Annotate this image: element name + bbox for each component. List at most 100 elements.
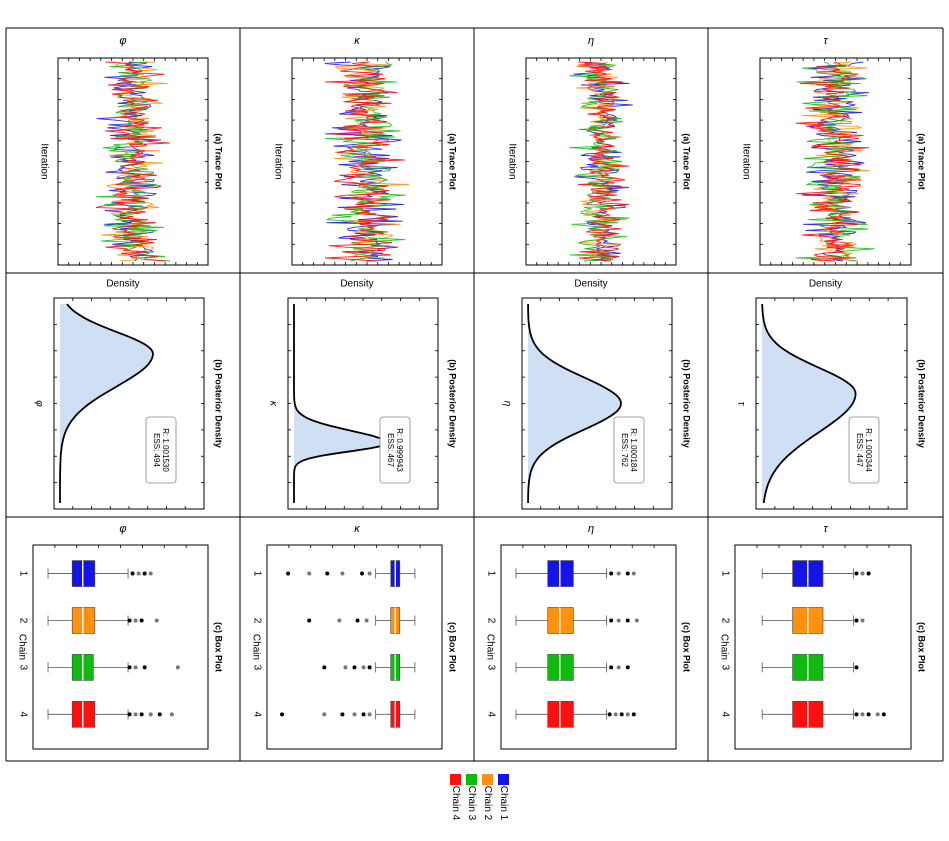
outlier-point xyxy=(367,712,372,717)
box-axis-label: Chain xyxy=(484,634,495,660)
trace-series-chain-4 xyxy=(324,61,405,262)
outlier-point xyxy=(854,571,859,576)
outlier-point xyxy=(307,571,312,576)
outlier-point xyxy=(609,665,614,670)
chain-tick-label: 2 xyxy=(485,618,496,624)
density-param-label: η xyxy=(501,401,512,407)
outlier-point xyxy=(154,618,159,623)
outlier-point xyxy=(148,712,153,717)
chain-tick-label: 3 xyxy=(719,665,730,671)
outlier-point xyxy=(136,571,141,576)
legend-label-chain-4: Chain 4 xyxy=(450,786,461,821)
density-axis-label: Density xyxy=(574,279,607,290)
density-param-label: κ xyxy=(267,401,278,407)
box-chain-1 xyxy=(547,560,574,587)
trace-panel-1: φ Iteration (a) Trace Plot xyxy=(38,35,224,266)
outlier-point xyxy=(340,571,345,576)
chain-tick-label: 2 xyxy=(719,618,730,624)
box-chain-3 xyxy=(547,654,574,681)
outlier-point xyxy=(860,712,865,717)
outlier-point xyxy=(142,665,147,670)
outlier-point xyxy=(625,712,630,717)
box-axis-label: Chain xyxy=(250,634,261,660)
chain-tick-label: 1 xyxy=(17,571,28,577)
outlier-point xyxy=(616,571,621,576)
rhat-prefix: R: xyxy=(629,428,638,438)
outlier-point xyxy=(625,618,630,623)
rhat-value: 1.000184 xyxy=(629,438,638,472)
legend-swatch-chain-2 xyxy=(482,774,493,785)
outlier-point xyxy=(343,665,348,670)
box-plot-frame xyxy=(32,544,209,750)
rhat-label: R: 0.999943 xyxy=(395,428,404,472)
density-axis-label: Density xyxy=(340,279,373,290)
outlier-point xyxy=(609,571,614,576)
box-row-title: (c) Box Plot xyxy=(682,622,692,672)
density-curve xyxy=(527,304,622,503)
ess-label: ESS: 762 xyxy=(620,433,629,467)
outlier-point xyxy=(625,665,630,670)
outlier-point xyxy=(139,712,144,717)
chain-tick-label: 4 xyxy=(719,712,730,718)
ess-label: ESS: 494 xyxy=(152,433,161,467)
outlier-point xyxy=(142,571,147,576)
density-panel-3: Density η (b) Posterior Density R: 1.000184… xyxy=(501,279,692,510)
density-fill xyxy=(60,304,153,503)
box-panel-2: κ Chain (c) Box Plot 1 2 3 4 xyxy=(250,523,458,750)
outlier-point xyxy=(337,618,342,623)
trace-axis-label: Iteration xyxy=(740,143,751,179)
trace-axis-label: Iteration xyxy=(38,143,49,179)
outlier-point xyxy=(322,712,327,717)
density-axis-label: Density xyxy=(809,279,842,290)
rhat-prefix: R: xyxy=(395,428,404,438)
legend-label-chain-3: Chain 3 xyxy=(466,786,477,821)
legend-label-chain-2: Chain 2 xyxy=(482,786,493,821)
outlier-point xyxy=(881,712,886,717)
density-row-title: (b) Posterior Density xyxy=(448,359,458,448)
chain-tick-label: 1 xyxy=(485,571,496,577)
outlier-point xyxy=(866,712,871,717)
box-param-title: φ xyxy=(119,523,126,535)
chain-tick-label: 1 xyxy=(251,571,262,577)
box-chain-4 xyxy=(547,701,574,728)
outlier-point xyxy=(127,618,132,623)
box-panel-4: τ Chain (c) Box Plot 1 2 3 4 xyxy=(718,523,927,750)
density-plot-frame xyxy=(287,297,439,510)
density-panel-2: Density κ (b) Posterior Density R: 0.999943… xyxy=(267,279,458,510)
outlier-point xyxy=(361,712,366,717)
chain-tick-label: 2 xyxy=(251,618,262,624)
outlier-point xyxy=(875,712,880,717)
density-fill xyxy=(294,304,387,503)
trace-param-title: κ xyxy=(354,35,360,47)
box-axis-label: Chain xyxy=(16,634,27,660)
outlier-point xyxy=(609,618,614,623)
outlier-point xyxy=(631,571,636,576)
chain-tick-label: 3 xyxy=(17,665,28,671)
outlier-point xyxy=(169,712,174,717)
trace-series-chain-2 xyxy=(576,61,627,262)
outlier-point xyxy=(360,571,365,576)
trace-series-chain-4 xyxy=(795,61,870,262)
trace-axis-label: Iteration xyxy=(272,143,283,179)
trace-panel-3: η Iteration (a) Trace Plot xyxy=(506,35,692,266)
box-chain-2 xyxy=(547,607,574,634)
trace-row-title: (a) Trace Plot xyxy=(214,133,224,190)
rhat-label: R: 1.000344 xyxy=(864,428,873,472)
box-row-title: (c) Box Plot xyxy=(214,622,224,672)
outlier-point xyxy=(157,712,162,717)
outlier-point xyxy=(364,618,369,623)
rhat-value: 0.999943 xyxy=(395,438,404,472)
legend-label-chain-1: Chain 1 xyxy=(498,786,509,821)
density-panel-4: Density τ (b) Posterior Density R: 1.000344… xyxy=(735,279,927,510)
trace-panel-2: κ Iteration (a) Trace Plot xyxy=(272,35,458,266)
outlier-point xyxy=(854,712,859,717)
ess-value: 447 xyxy=(855,454,864,468)
outlier-point xyxy=(307,618,312,623)
trace-series-chain-4 xyxy=(577,61,630,262)
density-row-title: (b) Posterior Density xyxy=(682,359,692,448)
outlier-point xyxy=(322,665,327,670)
chain-tick-label: 1 xyxy=(719,571,730,577)
ess-prefix: ESS: xyxy=(855,433,864,453)
rhat-value: 1.000344 xyxy=(864,438,873,472)
density-axis-label: Density xyxy=(106,279,139,290)
